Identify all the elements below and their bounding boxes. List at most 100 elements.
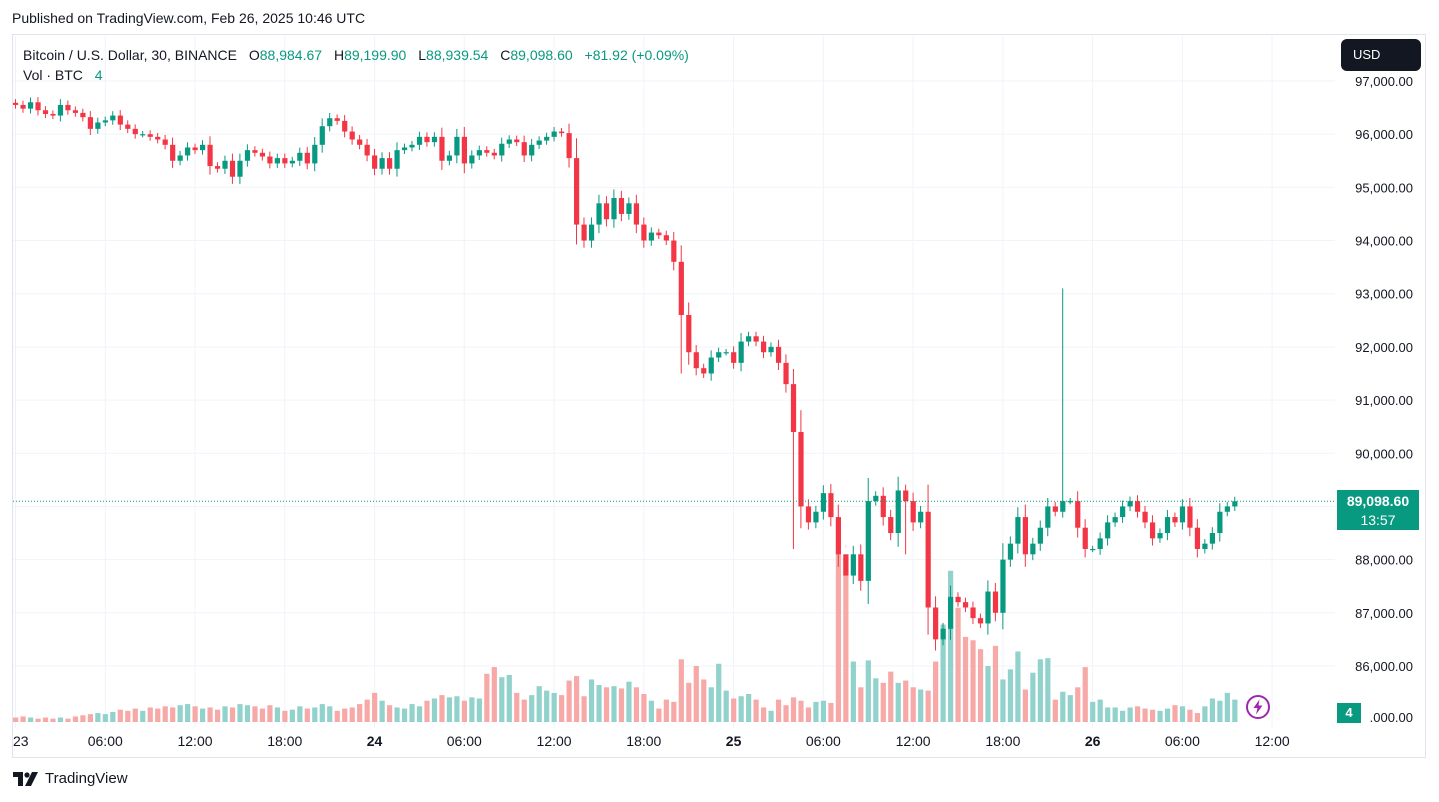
currency-button[interactable]: USD [1341, 39, 1421, 71]
candle-body [910, 501, 916, 523]
symbol-title[interactable]: Bitcoin / U.S. Dollar, 30, BINANCE [23, 47, 237, 63]
volume-bar [267, 705, 273, 722]
candle-body [596, 203, 602, 225]
candle-body [1090, 548, 1096, 551]
candle-body [27, 102, 34, 109]
open-value: 88,984.67 [259, 47, 323, 63]
close-value: 89,098.60 [510, 47, 573, 63]
candle-body [222, 160, 228, 169]
volume-bar [850, 661, 856, 722]
candle-body [723, 352, 729, 354]
candle-body [559, 131, 565, 134]
volume-bar [611, 686, 617, 722]
y-tick-label: 88,000.00 [1355, 553, 1413, 568]
volume-bar [394, 707, 400, 722]
volume-bar [1127, 707, 1133, 722]
volume-bar [42, 717, 49, 722]
volume-bar [813, 701, 819, 722]
volume-bar [252, 706, 258, 722]
y-tick-label: 86,000.00 [1355, 659, 1413, 674]
volume-bar [1060, 691, 1066, 722]
candle-body [708, 357, 714, 374]
candle-body [1135, 501, 1141, 512]
volume-bar [1172, 705, 1178, 722]
candle [888, 509, 894, 541]
candle [342, 115, 348, 138]
volume-bar [618, 688, 625, 722]
candle-body [1157, 533, 1163, 539]
candle [185, 142, 191, 161]
candle [312, 136, 318, 172]
candle-body [701, 368, 707, 374]
candle-body [933, 607, 939, 640]
candle [948, 585, 954, 640]
volume-label[interactable]: Vol · BTC [23, 67, 83, 83]
y-tick-label: 97,000.00 [1355, 74, 1413, 89]
candle-body [147, 134, 153, 137]
x-tick-label: 12:00 [537, 733, 572, 749]
volume-bar [185, 704, 191, 722]
volume-bar [933, 661, 939, 722]
volume-bar [439, 695, 445, 722]
candle [20, 100, 26, 113]
candle-body [574, 158, 580, 225]
ohlc-row: Bitcoin / U.S. Dollar, 30, BINANCE O88,9… [23, 45, 689, 65]
candle [559, 127, 565, 137]
volume-bar [596, 685, 602, 722]
volume-bar [761, 707, 767, 722]
lightning-icon[interactable] [1245, 694, 1271, 720]
candle-body [970, 607, 976, 619]
candle [132, 124, 138, 139]
candle [319, 118, 325, 153]
volume-bar [125, 710, 131, 722]
tradingview-footer[interactable]: TradingView [13, 770, 128, 787]
candle-body [544, 136, 550, 141]
candle [1164, 509, 1171, 541]
x-tick-label: 26 [1085, 733, 1101, 749]
candle [865, 477, 871, 605]
y-tick-label: .000.00 [1370, 710, 1413, 725]
candle-body [1045, 506, 1051, 528]
candle [170, 137, 176, 168]
y-tick-label: 93,000.00 [1355, 287, 1413, 302]
bar-countdown: 13:57 [1360, 512, 1396, 528]
candle [304, 146, 310, 170]
change-value: +81.92 (+0.09%) [584, 47, 689, 63]
candle-body [110, 115, 116, 121]
candle [514, 135, 520, 147]
candle [611, 189, 617, 228]
candle-body [536, 140, 542, 145]
candle [895, 476, 901, 547]
candle [1052, 501, 1058, 517]
candle [985, 580, 991, 635]
volume-bar [409, 704, 415, 722]
candle-body [678, 261, 684, 315]
volume-bar [521, 699, 527, 722]
candle-body [1060, 501, 1066, 512]
volume-bar [985, 666, 991, 722]
candle [880, 487, 886, 526]
candle [461, 127, 467, 174]
candle-body [1194, 527, 1201, 549]
volume-bar [977, 649, 984, 722]
candle [835, 504, 841, 567]
candle [1060, 288, 1066, 518]
candle [574, 138, 580, 245]
candle-body [72, 110, 79, 113]
candle [738, 333, 744, 372]
volume-bar [753, 699, 759, 722]
candle [1112, 512, 1118, 527]
candle [50, 110, 56, 120]
candle-body [1000, 559, 1006, 613]
grid-lines [13, 36, 1335, 728]
candle [1015, 507, 1021, 554]
volume-bar [574, 676, 580, 722]
volume-bar [200, 708, 206, 722]
volume-bar [790, 697, 797, 722]
candle [731, 346, 737, 369]
candle [95, 117, 101, 134]
candle-body [117, 115, 123, 125]
volume-bar [783, 705, 789, 722]
candle [282, 153, 288, 168]
